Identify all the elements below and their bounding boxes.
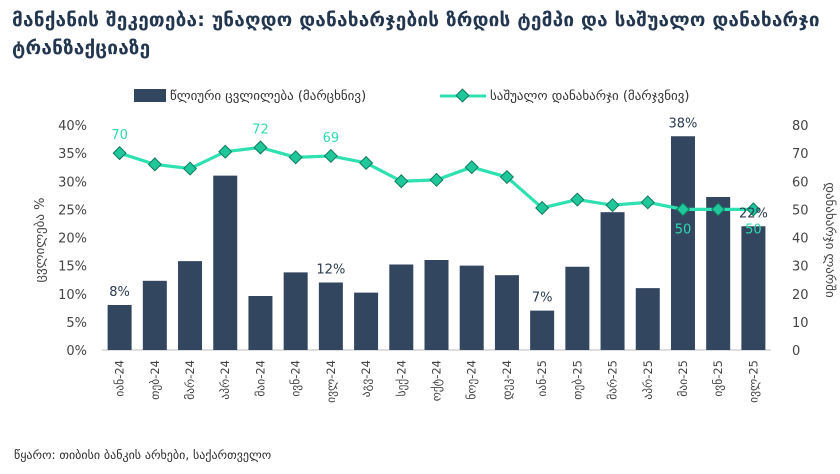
x-tick: ნოე-24 [465,360,479,400]
bar-data-label: 38% [669,116,698,131]
y-left-tick: 35% [58,147,87,162]
y-right-tick: 60 [792,175,809,190]
x-tick: დეკ-24 [500,360,514,400]
x-tick: ივლ-24 [324,360,338,403]
bar [565,266,590,350]
y-left-tick: 20% [58,232,87,247]
line-marker [112,146,127,161]
x-tick: მაი-24 [253,360,267,397]
bar [248,296,273,350]
y-right-tick: 20 [792,288,809,303]
chart-title: მანქანის შეკეთება: უნაღდო დანახარჯების ზ… [12,9,820,59]
x-tick: ივლ-25 [746,360,760,403]
y-right-tick: 50 [792,203,809,218]
x-tick: ოქტ-24 [430,360,444,401]
y-right-tick: 80 [792,119,809,134]
bar [459,265,484,350]
line-marker [147,157,162,172]
line-marker [535,200,550,216]
line-marker [394,174,409,189]
line-marker [570,192,585,207]
x-tick: აგვ-24 [359,360,373,397]
legend-bar-label: წლიური ცვლილება (მარცხნივ) [170,89,366,104]
x-tick: იან-25 [535,360,549,397]
x-tick: სექ-24 [394,360,408,397]
bar [530,310,555,350]
bar-data-label: 7% [532,291,553,306]
line-marker [359,155,374,171]
bar [178,261,203,350]
bar [706,197,731,350]
legend-line-label: საშუალო დანახარჯი (მარჯვნივ) [490,89,689,104]
line-marker [429,172,444,187]
bar [494,275,519,350]
y-left-tick: 15% [58,260,87,275]
bar [635,288,660,350]
y-right-tick: 0 [792,344,800,359]
bar-data-label: 22% [739,206,768,221]
y-left-tick: 0% [66,344,87,359]
y-left-tick: 5% [66,316,87,331]
x-tick: იან-24 [113,360,127,397]
legend-line-marker [455,88,470,103]
y-left-tick: 25% [58,203,87,218]
x-tick: აპრ-25 [641,360,655,400]
line-data-label: 72 [252,123,269,138]
y-right-tick: 70 [792,147,809,162]
line-marker [288,150,303,165]
x-tick: მაი-25 [676,360,690,397]
plot-area: 0% 5% 10% 15% 20% 25% 30% 35% 40% 0 10 20 30 40 50 60 70… [58,116,808,403]
line-marker [605,198,620,213]
line-marker [675,202,691,217]
y-left-tick: 10% [58,288,87,303]
bar [283,272,308,350]
x-tick: ივნ-25 [711,360,725,397]
y-left-tick: 30% [58,175,87,190]
bar [424,260,449,350]
x-tick: თებ-24 [148,360,162,400]
line-marker [323,148,338,164]
line-data-label: 69 [323,131,340,146]
bar [389,264,414,350]
line-data-label: 50 [745,222,762,237]
line-marker [499,169,514,185]
x-tick: თებ-25 [570,360,584,400]
bar [318,282,343,350]
line-marker [182,161,198,176]
y-left-tick: 40% [58,119,87,134]
y-left-axis-title: ცვლილება % [33,198,48,283]
line-data-label: 50 [675,222,692,237]
bar-data-label: 12% [316,263,345,278]
line-data-label: 70 [111,128,128,143]
legend: წლიური ცვლილება (მარცხნივ) საშუალო დანახ… [134,88,689,104]
line-marker [253,140,268,155]
bar [741,226,766,350]
line-marker [711,202,726,217]
bar-data-label: 8% [109,285,130,300]
x-tick: მარ-25 [606,360,620,400]
bar [670,136,695,350]
y-right-axis-title: დანახარჯი ლარში [822,182,837,298]
source-note: წყარო: თიბისი ბანკის არხები, საქართველო [14,448,272,462]
bar [213,175,238,350]
bar [354,292,379,350]
line-marker [640,195,655,210]
x-tick: მარ-24 [183,360,197,400]
y-right-tick: 40 [792,232,809,247]
x-tick: აპრ-24 [218,360,232,400]
line-marker [464,160,479,175]
y-right-tick: 30 [792,260,809,275]
line-marker [746,202,761,217]
bar [600,212,625,350]
y-right-tick: 10 [792,316,809,331]
x-tick: ივნ-24 [289,360,303,397]
bar [107,305,132,350]
legend-bar-swatch [134,89,166,102]
bar [142,280,167,350]
line-marker [218,144,233,159]
